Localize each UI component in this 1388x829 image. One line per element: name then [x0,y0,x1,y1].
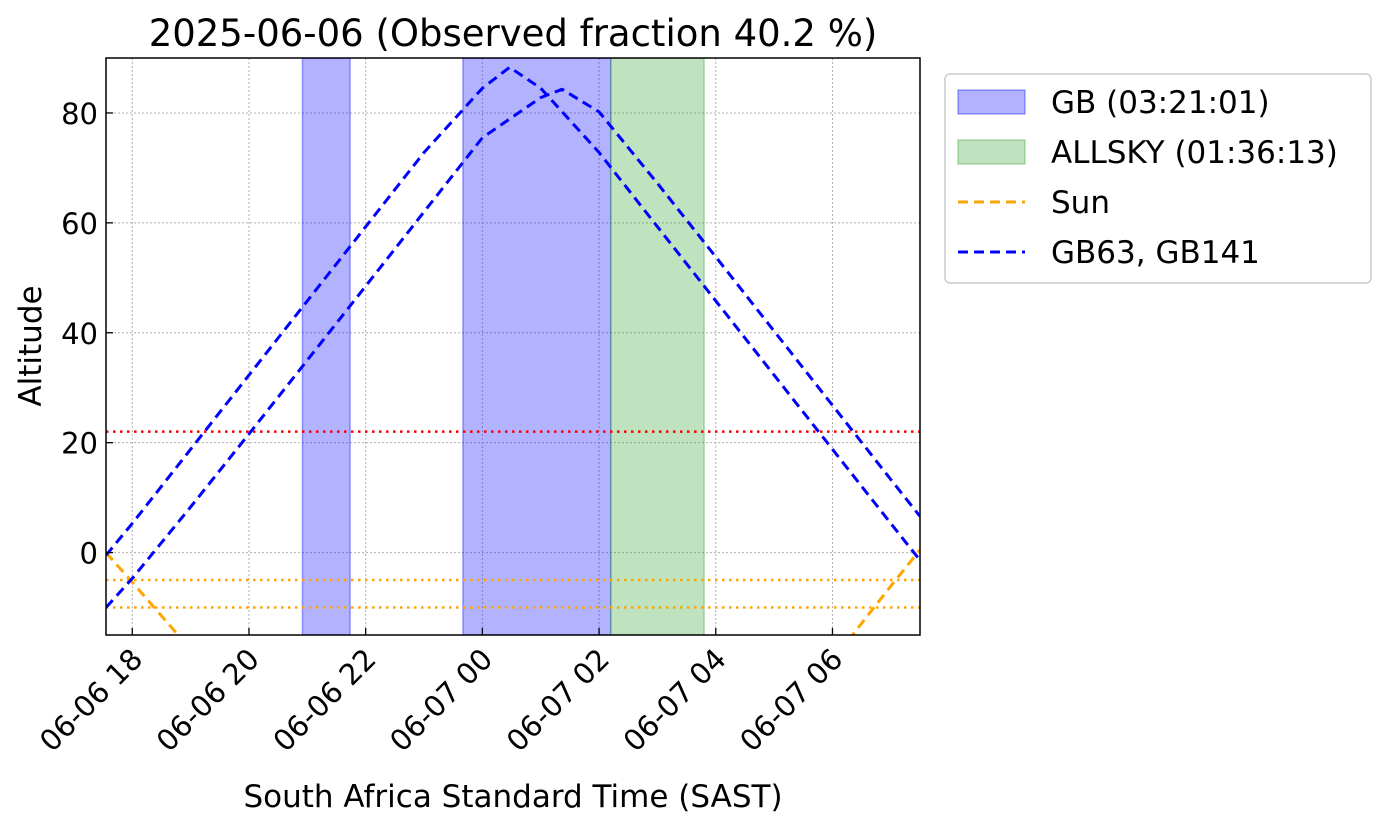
shaded-span [609,58,705,635]
y-axis-label: Altitude [13,285,49,406]
x-tick-label: 06-07 00 [383,642,499,758]
y-tick-label: 20 [61,427,98,461]
x-axis-label: South Africa Standard Time (SAST) [243,779,782,815]
shaded-span [301,58,351,635]
limit-lines [106,430,920,609]
shaded-span [462,58,612,635]
legend-frame [944,73,1372,284]
shaded-spans [301,58,705,635]
legend-label: Sun [1051,185,1110,221]
y-tick-label: 80 [61,97,98,131]
legend-swatch [957,89,1026,115]
legend-label: GB (03:21:01) [1051,85,1270,121]
x-tick-label: 06-06 20 [150,642,266,758]
axis-ticks: 06-06 18 06-06 20 06-06 22 06-07 00 06-07 02… [33,97,849,758]
legend: GB (03:21:01) ALLSKY (01:36:13) Sun GB63, G… [944,73,1372,284]
x-tick-label: 06-06 18 [33,642,149,758]
y-tick-label: 40 [61,317,98,351]
x-tick-label: 06-06 22 [266,642,382,758]
series-lines [106,65,920,635]
x-tick-label: 06-07 02 [500,642,616,758]
x-tick-label: 06-07 06 [733,642,849,758]
chart-title: 2025-06-06 (Observed fraction 40.2 %) [149,12,878,55]
y-tick-label: 0 [80,537,98,571]
series-line-2 [106,87,920,609]
x-tick-label: 06-07 04 [616,642,732,758]
y-tick-label: 60 [61,207,98,241]
plot-frame [105,57,921,636]
legend-label: ALLSKY (01:36:13) [1051,135,1338,171]
series-line-gb63-gb141 [106,65,920,562]
legend-swatch [957,139,1026,165]
legend-label: GB63, GB141 [1051,235,1260,271]
